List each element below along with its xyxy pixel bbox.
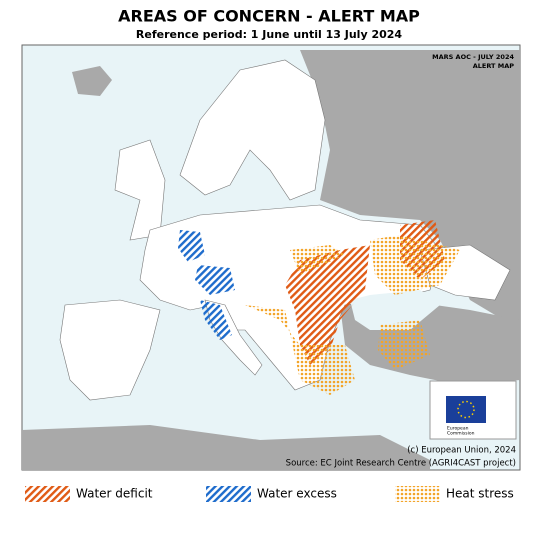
heat-stress-area — [378, 320, 430, 370]
scandinavia — [179, 59, 326, 201]
legend-label: Heat stress — [446, 487, 514, 501]
heat-stress-area — [370, 235, 460, 295]
water-excess-area — [195, 265, 235, 295]
legend-label: Water excess — [257, 487, 337, 501]
logo-text: Commission — [447, 431, 475, 437]
water-deficit-area — [285, 245, 370, 365]
eu-flag — [446, 396, 486, 423]
legend-swatch — [25, 486, 70, 502]
heat-stress-area — [245, 305, 355, 395]
water-excess-area — [178, 230, 205, 262]
africa — [22, 425, 430, 470]
title: AREAS OF CONCERN - ALERT MAP — [118, 7, 420, 26]
water-excess-area — [200, 300, 232, 340]
iberia — [59, 299, 161, 401]
map-label: ALERT MAP — [473, 62, 515, 70]
heat-stress-area — [290, 245, 345, 275]
subtitle: Reference period: 1 June until 13 July 2… — [136, 28, 403, 41]
copyright: (c) European Union, 2024 — [407, 446, 516, 456]
logo-text: European — [447, 426, 469, 432]
british-isles — [114, 139, 166, 241]
legend-swatch — [395, 486, 440, 502]
logo: European Commission — [429, 380, 517, 440]
source: Source: EC Joint Research Centre (AGRI4C… — [286, 459, 516, 469]
legend: Water deficit Water excess Heat stress — [25, 486, 514, 502]
legend-label: Water deficit — [76, 487, 153, 501]
eu-stars — [457, 400, 475, 419]
black-sea — [350, 290, 440, 330]
map: MARS AOC - JULY 2024 ALERT MAP European … — [21, 44, 521, 471]
iceland — [72, 66, 112, 96]
legend-swatch — [206, 486, 251, 502]
map-label: MARS AOC - JULY 2024 — [432, 53, 514, 61]
